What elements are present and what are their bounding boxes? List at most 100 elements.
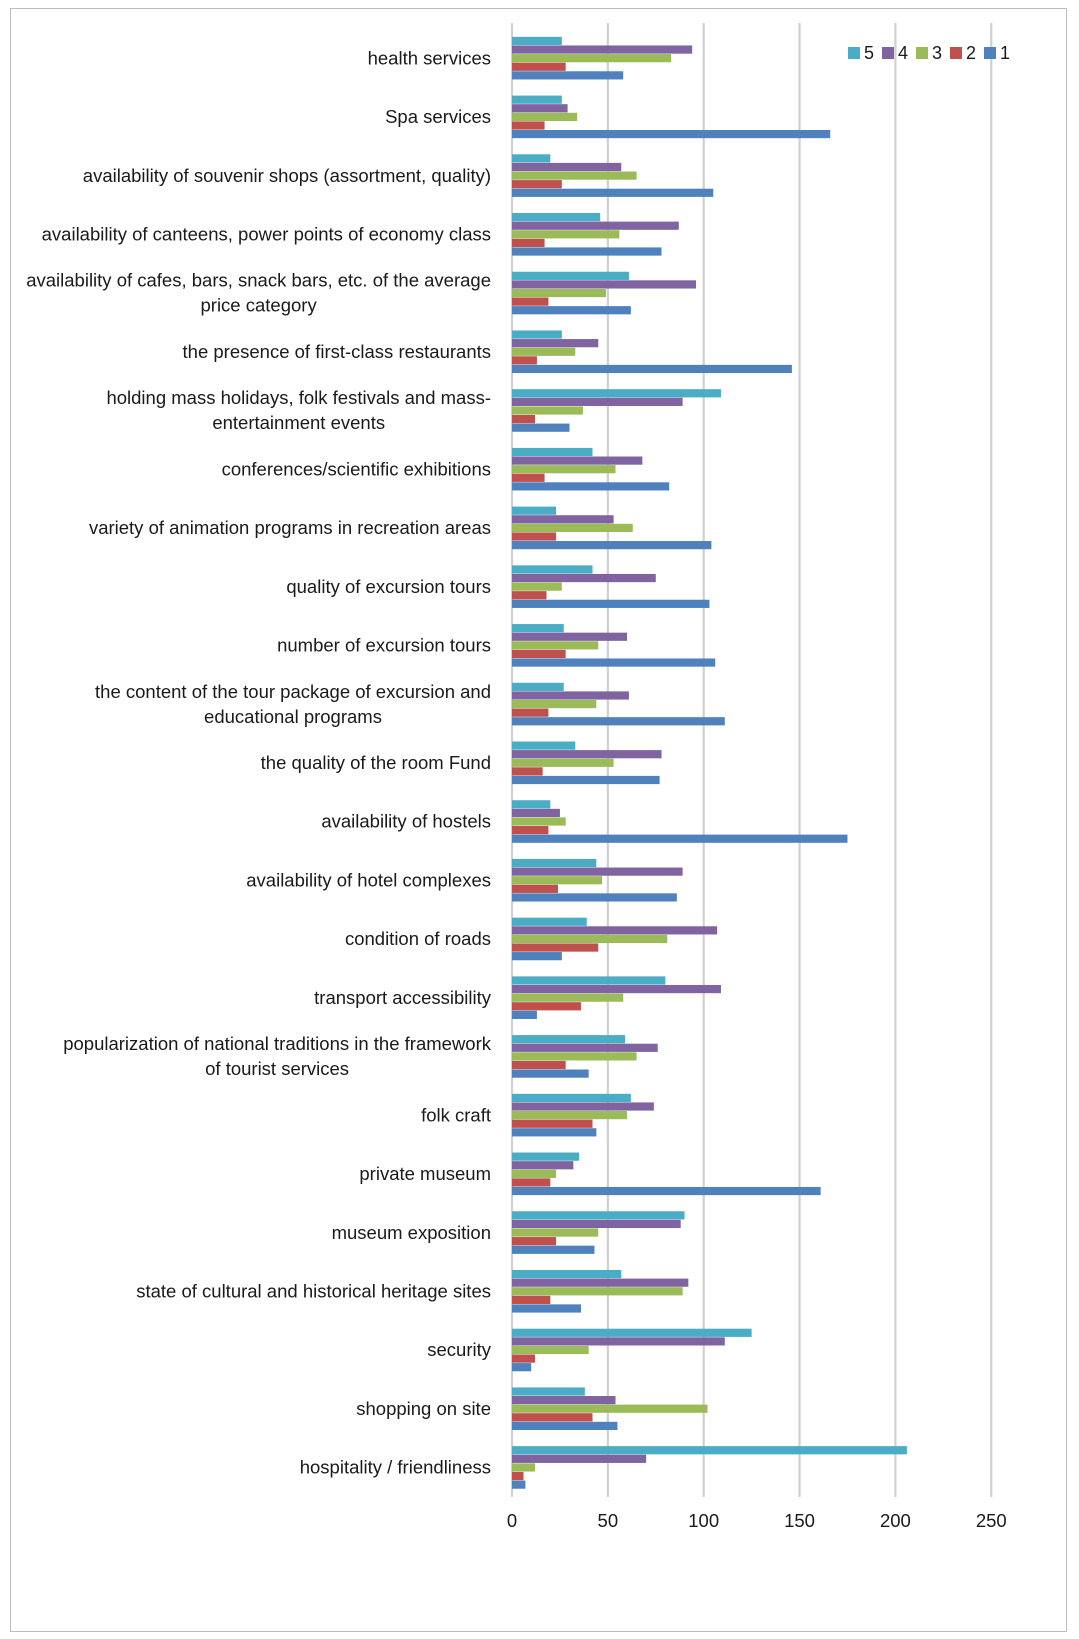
category-label: variety of animation programs in recreat…	[89, 517, 491, 538]
bar-series-4	[512, 1102, 654, 1111]
bar-series-1	[512, 834, 848, 843]
bar-series-1	[512, 1480, 526, 1489]
bar-series-5	[512, 95, 562, 104]
category-label: holding mass holidays, folk festivals an…	[106, 387, 491, 408]
bar-series-2	[512, 180, 562, 189]
bar-series-2	[512, 1413, 593, 1422]
x-tick-label: 150	[784, 1510, 815, 1531]
bar-series-3	[512, 876, 603, 885]
x-tick-label: 50	[598, 1510, 619, 1531]
bar-series-5	[512, 1211, 685, 1220]
legend-swatch-1	[984, 47, 996, 59]
bar-series-4	[512, 1337, 725, 1346]
bar-series-2	[512, 1471, 524, 1481]
bar-series-4	[512, 162, 622, 172]
bar-series-2	[512, 649, 566, 659]
bar-series-1	[512, 1186, 821, 1196]
bar-series-5	[512, 800, 551, 809]
x-tick-label: 200	[880, 1510, 911, 1531]
bar-series-1	[512, 1069, 589, 1078]
legend-label-3: 3	[932, 43, 942, 63]
bar-series-5	[512, 565, 593, 574]
bar-series-4	[512, 984, 721, 994]
category-label: educational programs	[204, 706, 382, 727]
bar-series-2	[512, 826, 549, 835]
bar-series-4	[512, 339, 599, 348]
bar-series-5	[512, 389, 721, 398]
bar-series-1	[512, 1010, 537, 1019]
bar-series-3	[512, 1169, 557, 1178]
legend-label-5: 5	[864, 43, 874, 63]
bar-series-2	[512, 884, 559, 893]
bar-series-2	[512, 943, 599, 952]
bar-series-4	[512, 691, 629, 700]
bar-series-4	[512, 104, 568, 113]
category-label: availability of canteens, power points o…	[42, 224, 491, 245]
bar-series-1	[512, 599, 710, 608]
bar-series-3	[512, 465, 616, 474]
bar-series-4	[512, 573, 656, 583]
x-tick-label: 0	[507, 1510, 517, 1531]
bar-series-4	[512, 1278, 689, 1287]
bar-series-5	[512, 447, 593, 457]
bar-series-2	[512, 532, 557, 541]
bar-series-5	[512, 330, 562, 339]
chart-frame: health services Spa services availability …	[10, 8, 1067, 1632]
bar-series-3	[512, 1345, 589, 1355]
legend-label-1: 1	[1000, 43, 1010, 63]
category-label: health services	[368, 47, 491, 68]
bar-series-3	[512, 699, 597, 709]
bar-series-5	[512, 1093, 631, 1103]
bar-series-2	[512, 591, 547, 600]
category-label: number of excursion tours	[277, 635, 491, 656]
x-axis-ticks: 0 50 100 150 200 250	[507, 1510, 1007, 1531]
category-label: quality of excursion tours	[286, 576, 491, 597]
bar-series-3	[512, 54, 672, 63]
bar-series-1	[512, 893, 677, 902]
bar-series-2	[512, 1002, 582, 1011]
bar-series-1	[512, 1245, 595, 1254]
bar-series-1	[512, 541, 712, 550]
bar-series-1	[512, 71, 624, 80]
bar-series-2	[512, 62, 566, 71]
legend-swatch-2	[950, 47, 962, 59]
bar-series-3	[512, 1287, 683, 1296]
bar-series-4	[512, 808, 560, 818]
bar-series-3	[512, 817, 566, 826]
bar-series-5	[512, 506, 557, 515]
category-label: museum exposition	[332, 1222, 491, 1243]
category-label: folk craft	[421, 1104, 491, 1125]
bar-series-3	[512, 523, 633, 533]
bar-series-1	[512, 775, 660, 785]
bar-series-4	[512, 397, 683, 406]
bar-series-3	[512, 1463, 536, 1472]
bar-series-5	[512, 624, 564, 633]
bar-series-3	[512, 582, 562, 591]
bar-series-4	[512, 45, 693, 54]
bar-series-3	[512, 406, 583, 415]
bars	[512, 36, 907, 1489]
bar-series-1	[512, 658, 716, 667]
bar-series-1	[512, 1363, 532, 1372]
bar-series-4	[512, 1043, 658, 1052]
legend: 5 4 3 2 1	[848, 43, 1010, 63]
bar-series-4	[512, 1454, 647, 1463]
bar-series-5	[512, 271, 629, 280]
legend-label-2: 2	[966, 43, 976, 63]
category-label: the quality of the room Fund	[261, 752, 491, 773]
legend-swatch-5	[848, 47, 860, 59]
bar-series-4	[512, 515, 614, 524]
bar-series-2	[512, 708, 549, 717]
bar-series-4	[512, 456, 643, 465]
category-label: private museum	[359, 1163, 491, 1184]
bar-series-5	[512, 154, 551, 163]
category-label: availability of cafes, bars, snack bars,…	[26, 270, 491, 291]
category-labels: health services Spa services availability …	[26, 47, 492, 1477]
category-label: price category	[201, 295, 318, 316]
category-label: shopping on site	[356, 1398, 491, 1419]
bar-series-5	[512, 917, 587, 926]
bar-series-5	[512, 741, 576, 750]
bar-series-2	[512, 1354, 536, 1363]
bar-series-4	[512, 221, 679, 230]
bar-series-2	[512, 1295, 551, 1304]
